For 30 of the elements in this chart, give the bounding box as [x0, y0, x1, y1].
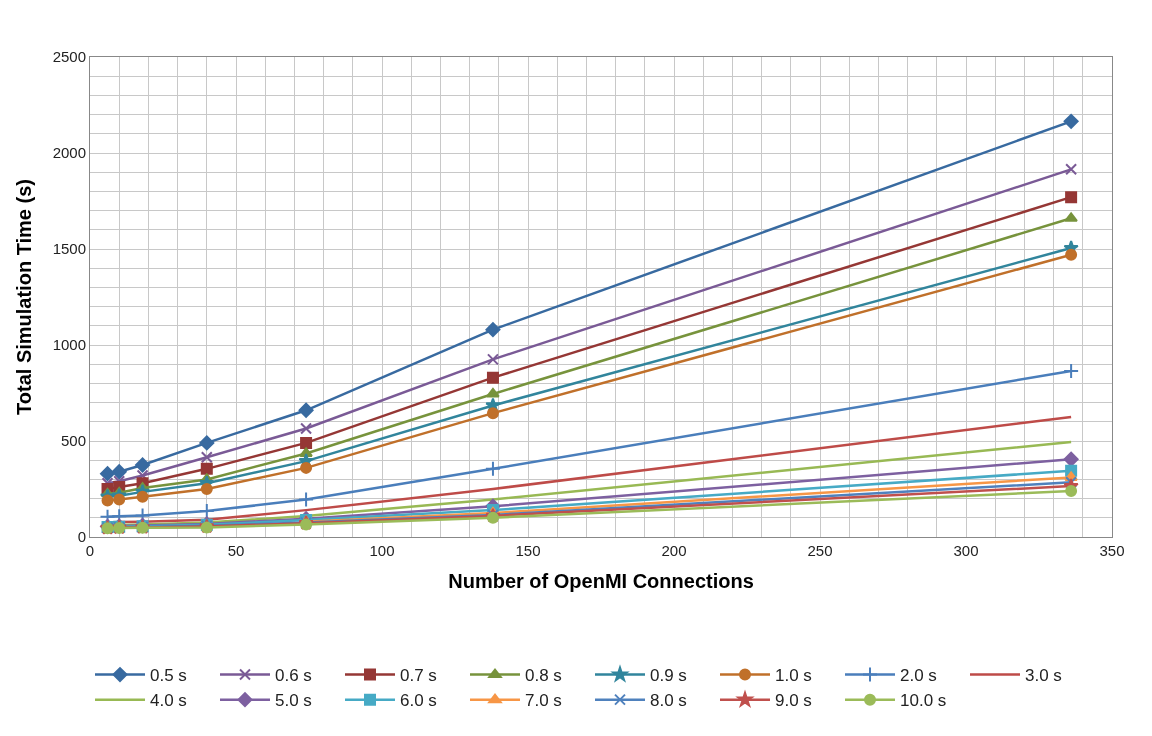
legend-label: 7.0 s: [525, 691, 562, 711]
legend-label: 3.0 s: [1025, 666, 1062, 686]
y-tick-label: 500: [60, 432, 86, 450]
x-tick-label: 200: [661, 542, 687, 559]
legend-label: 1.0 s: [775, 666, 812, 686]
x-tick-label: 50: [227, 542, 245, 559]
legend-label: 2.0 s: [900, 666, 937, 686]
x-tick-label: 250: [807, 542, 833, 559]
x-tick-label: 100: [369, 542, 395, 559]
y-axis-title: Total Simulation Time (s): [13, 179, 36, 415]
x-tick-label: 150: [515, 542, 541, 559]
legend-label: 10.0 s: [900, 691, 947, 711]
legend-label: 4.0 s: [150, 691, 187, 711]
y-tick-label: 0: [77, 528, 86, 546]
y-tick-label: 1500: [52, 240, 86, 258]
x-tick-label: 350: [1099, 542, 1125, 559]
y-tick-label: 1000: [52, 336, 86, 354]
legend-label: 9.0 s: [775, 691, 812, 711]
x-tick-label: 300: [953, 542, 979, 559]
legend-label: 0.6 s: [275, 666, 312, 686]
legend-label: 8.0 s: [650, 691, 687, 711]
y-tick-label: 2500: [52, 48, 86, 66]
legend-label: 6.0 s: [400, 691, 437, 711]
y-tick-label: 2000: [52, 144, 86, 162]
legend-label: 5.0 s: [275, 691, 312, 711]
legend-label: 0.9 s: [650, 666, 687, 686]
legend-label: 0.5 s: [150, 666, 187, 686]
legend-label: 0.8 s: [525, 666, 562, 686]
legend-label: 0.7 s: [400, 666, 437, 686]
x-axis-title: Number of OpenMI Connections: [448, 569, 754, 592]
